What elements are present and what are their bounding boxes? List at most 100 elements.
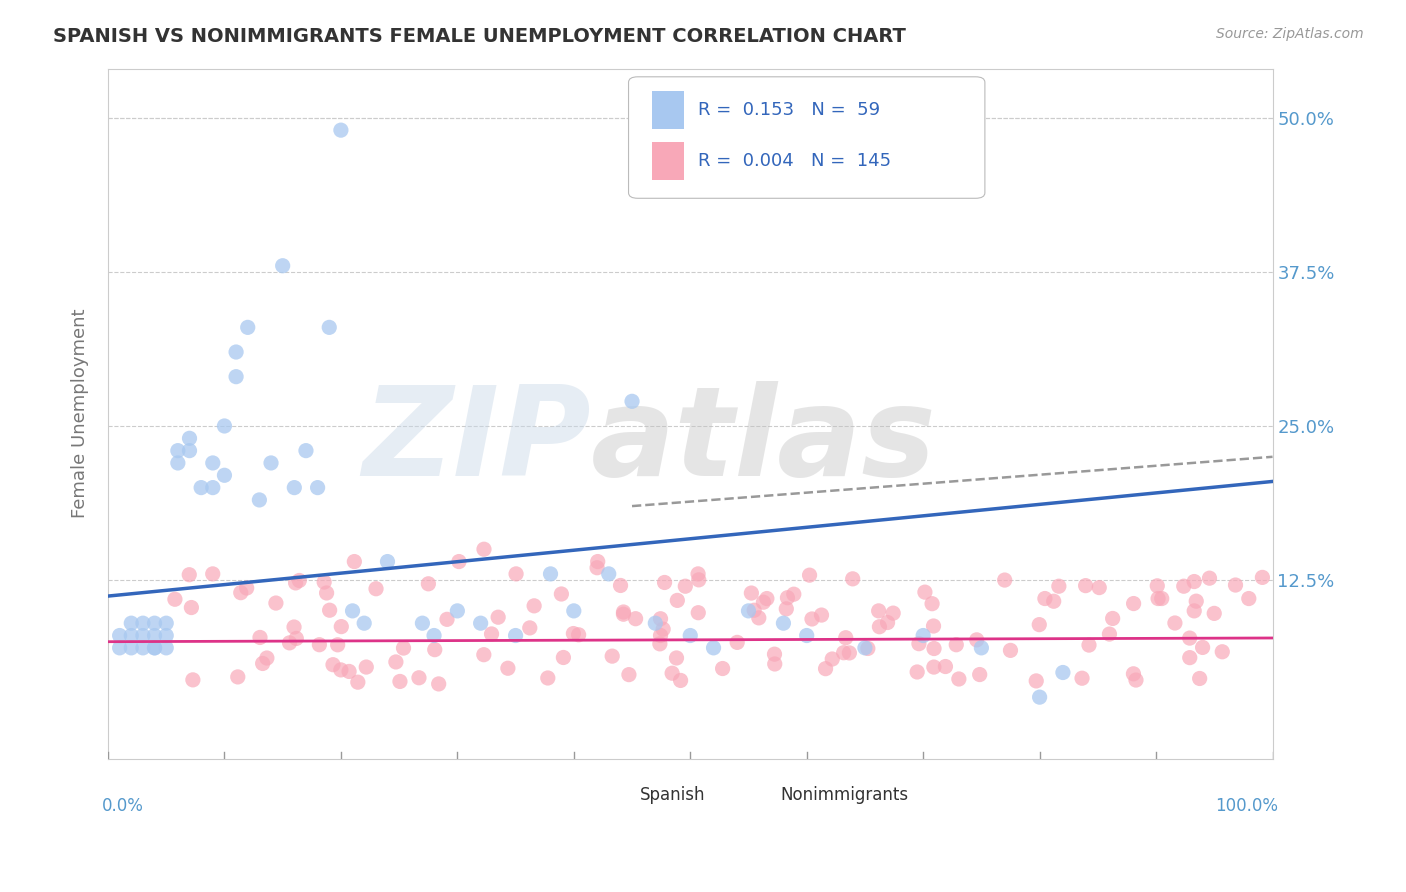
Point	[1204, 607, 1226, 621]
Point	[356, 660, 378, 674]
Point	[201, 566, 224, 581]
Point	[1150, 591, 1173, 606]
Point	[737, 604, 759, 618]
Point	[308, 638, 330, 652]
Point	[180, 600, 202, 615]
Point	[1025, 673, 1047, 688]
Point	[688, 606, 710, 620]
Point	[436, 612, 458, 626]
Point	[347, 675, 370, 690]
Point	[108, 628, 131, 642]
Point	[661, 666, 683, 681]
Text: 0.0%: 0.0%	[103, 797, 143, 814]
Point	[283, 620, 305, 634]
Point	[908, 637, 931, 651]
Point	[914, 585, 936, 599]
Point	[1185, 594, 1208, 608]
Point	[540, 566, 562, 581]
Point	[654, 575, 676, 590]
Point	[1191, 640, 1213, 655]
Point	[755, 591, 778, 606]
Point	[832, 646, 855, 660]
Point	[853, 640, 876, 655]
Point	[288, 574, 311, 588]
Point	[948, 672, 970, 686]
Point	[1052, 665, 1074, 680]
Point	[537, 671, 560, 685]
Point	[617, 667, 640, 681]
Point	[1147, 591, 1170, 606]
Point	[329, 123, 352, 137]
Point	[392, 641, 415, 656]
Point	[652, 622, 675, 636]
Point	[882, 606, 904, 620]
Point	[752, 595, 775, 609]
Point	[423, 642, 446, 657]
Point	[155, 640, 177, 655]
Point	[856, 641, 879, 656]
Point	[868, 604, 890, 618]
Point	[801, 612, 824, 626]
Point	[447, 555, 470, 569]
Point	[553, 650, 575, 665]
Point	[283, 481, 305, 495]
Point	[669, 673, 692, 688]
Point	[285, 632, 308, 646]
Point	[278, 636, 301, 650]
Point	[876, 615, 898, 630]
Point	[763, 657, 786, 671]
Text: ZIP: ZIP	[363, 381, 592, 502]
Point	[621, 394, 644, 409]
Point	[921, 597, 943, 611]
Point	[353, 616, 375, 631]
Point	[315, 586, 337, 600]
Point	[314, 575, 336, 590]
Text: Nonimmigrants: Nonimmigrants	[780, 786, 908, 804]
Point	[650, 628, 672, 642]
Point	[377, 555, 399, 569]
Point	[446, 604, 468, 618]
Point	[945, 638, 967, 652]
Point	[1042, 594, 1064, 608]
Text: Source: ZipAtlas.com: Source: ZipAtlas.com	[1216, 27, 1364, 41]
Point	[132, 640, 155, 655]
Text: SPANISH VS NONIMMIGRANTS FEMALE UNEMPLOYMENT CORRELATION CHART: SPANISH VS NONIMMIGRANTS FEMALE UNEMPLOY…	[53, 27, 907, 45]
FancyBboxPatch shape	[652, 142, 685, 179]
Point	[326, 638, 349, 652]
Point	[725, 635, 748, 649]
Point	[1198, 571, 1220, 585]
Point	[934, 659, 956, 673]
Point	[994, 573, 1017, 587]
Point	[226, 670, 249, 684]
Point	[922, 619, 945, 633]
Point	[1225, 578, 1247, 592]
Point	[703, 640, 725, 655]
Point	[108, 640, 131, 655]
Point	[249, 631, 271, 645]
Point	[408, 671, 430, 685]
Point	[163, 592, 186, 607]
Point	[1182, 604, 1205, 618]
Point	[1251, 570, 1274, 584]
Point	[423, 628, 446, 642]
Point	[600, 649, 623, 664]
Point	[1101, 611, 1123, 625]
Point	[284, 575, 307, 590]
Point	[271, 259, 294, 273]
Text: R =  0.004   N =  145: R = 0.004 N = 145	[699, 152, 891, 169]
Point	[181, 673, 204, 687]
Point	[1146, 579, 1168, 593]
Point	[612, 605, 634, 619]
Point	[688, 566, 710, 581]
Point	[748, 611, 770, 625]
Point	[132, 628, 155, 642]
Point	[666, 593, 689, 607]
Point	[225, 369, 247, 384]
Point	[1173, 579, 1195, 593]
Point	[260, 456, 283, 470]
Point	[673, 579, 696, 593]
Point	[810, 608, 832, 623]
Point	[1237, 591, 1260, 606]
Point	[1164, 615, 1187, 630]
Point	[796, 628, 818, 642]
